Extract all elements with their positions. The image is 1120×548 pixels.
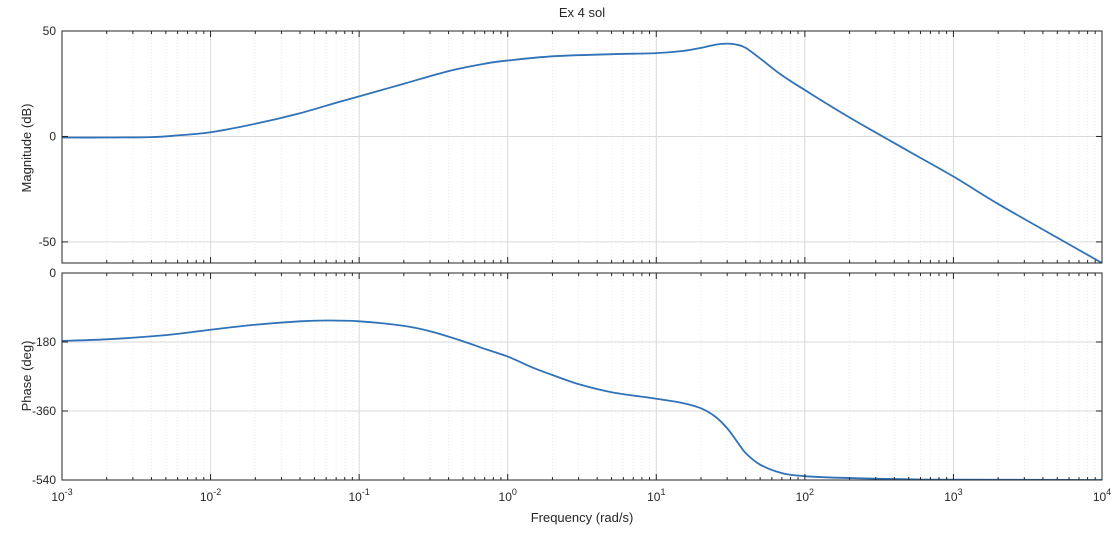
- y-tick-label: -360: [32, 404, 56, 418]
- x-tick-label: 104: [1093, 487, 1111, 504]
- x-tick-label: 10-2: [200, 487, 221, 504]
- x-tick-label: 10-3: [51, 487, 72, 504]
- y-tick-label: -540: [32, 473, 56, 487]
- x-axis-label: Frequency (rad/s): [531, 510, 634, 525]
- x-tick-label: 10-1: [348, 487, 369, 504]
- grid-layer: [61, 30, 1103, 481]
- phase-curve: [62, 319, 1102, 480]
- curve-layer: [62, 42, 1102, 480]
- phase-axes-box: [61, 272, 1103, 481]
- text-layer: Ex 4 sol Frequency (rad/s) Magnitude (dB…: [19, 5, 1111, 525]
- y-tick-label: 50: [43, 24, 57, 38]
- phase-axis-label: Phase (deg): [19, 341, 34, 412]
- chart-title: Ex 4 sol: [559, 5, 605, 20]
- x-tick-label: 102: [796, 487, 814, 504]
- axes-layer: [61, 30, 1103, 481]
- x-tick-label: 101: [647, 487, 665, 504]
- y-tick-label: -50: [39, 235, 57, 249]
- y-tick-label: 0: [49, 266, 56, 280]
- y-tick-label: -180: [32, 335, 56, 349]
- x-tick-label: 103: [944, 487, 962, 504]
- magnitude-axes-box: [61, 30, 1103, 264]
- y-tick-label: 0: [49, 129, 56, 143]
- magnitude-axis-label: Magnitude (dB): [19, 104, 34, 193]
- magnitude-curve: [62, 42, 1102, 263]
- x-tick-label: 100: [499, 487, 517, 504]
